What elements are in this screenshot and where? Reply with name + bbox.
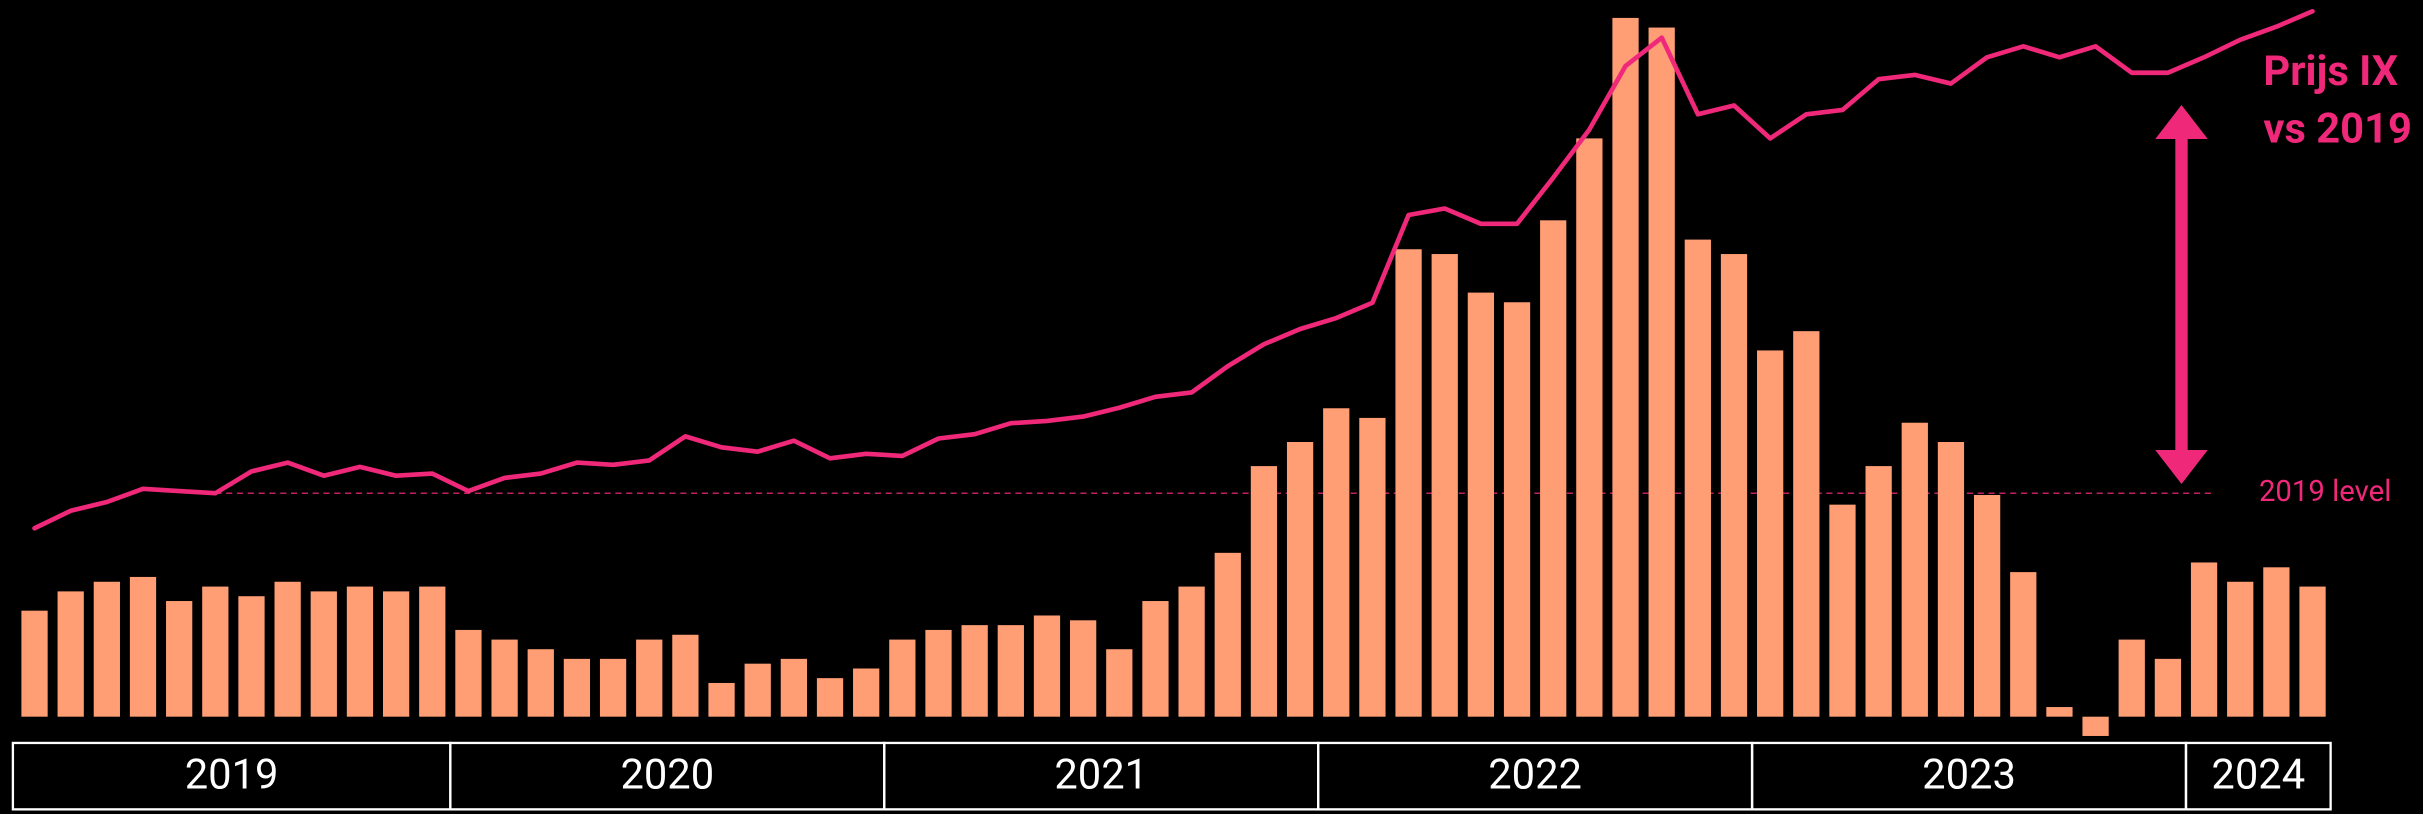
year-box: [2184, 741, 2332, 811]
bar: [419, 586, 446, 717]
bar: [1973, 495, 2001, 717]
bar: [599, 658, 627, 717]
bar: [129, 576, 157, 717]
bar: [744, 663, 771, 717]
bar: [166, 601, 193, 717]
bar: [527, 649, 554, 717]
bar: [1142, 601, 1169, 717]
bar: [2082, 716, 2109, 736]
bar: [1757, 350, 1784, 717]
bar: [636, 639, 663, 717]
arrow-head: [2155, 105, 2208, 140]
bar: [202, 586, 229, 717]
bar: [2010, 572, 2037, 717]
bar: [1250, 466, 1278, 717]
reference-label: 2019 level: [2259, 475, 2391, 509]
bar: [1178, 586, 1205, 717]
bar: [1684, 239, 1711, 717]
bar: [93, 581, 120, 717]
annotation: vs 2019: [2263, 104, 2412, 153]
bar: [1576, 138, 1603, 717]
year-label: 2024: [2211, 751, 2305, 800]
year-label: 2021: [1054, 751, 1148, 800]
bar: [816, 678, 844, 717]
bar: [961, 625, 988, 717]
bar: [2263, 567, 2290, 717]
bar: [1937, 442, 1965, 717]
bar: [1070, 620, 1097, 717]
year-label: 2020: [620, 751, 714, 800]
bar: [2190, 562, 2218, 717]
bar: [2227, 581, 2254, 717]
bar: [1467, 292, 1495, 717]
annotation: Prijs IX: [2263, 47, 2398, 96]
arrow-head: [2155, 450, 2208, 484]
bar: [708, 682, 735, 717]
bar: [563, 658, 591, 717]
bar: [2118, 639, 2145, 717]
bar: [1395, 249, 1422, 717]
year-label: 2022: [1488, 751, 1582, 800]
bar: [57, 591, 84, 717]
bar: [1901, 422, 1928, 717]
bar: [853, 668, 880, 717]
bar: [1829, 504, 1856, 717]
bar: [382, 591, 410, 717]
bar: [491, 639, 518, 717]
bar: [997, 625, 1024, 717]
bar: [274, 581, 301, 717]
bar: [1359, 417, 1386, 717]
bar: [1793, 331, 1820, 717]
bar: [1323, 408, 1350, 717]
bar: [1540, 220, 1567, 717]
price-index-line: [32, 8, 2315, 531]
bar: [1648, 27, 1675, 717]
bar: [1106, 649, 1133, 717]
bar: [455, 629, 482, 717]
bar: [1865, 466, 1892, 717]
bar: [1503, 302, 1531, 717]
bar: [925, 629, 952, 717]
bar: [21, 610, 48, 717]
bar: [1286, 442, 1314, 717]
bar: [1720, 254, 1748, 717]
year-label: 2019: [185, 751, 279, 800]
bar: [780, 658, 807, 717]
bar: [2046, 707, 2073, 717]
bar: [672, 634, 699, 717]
bar: [238, 596, 265, 717]
bar: [346, 586, 374, 717]
bar: [1431, 254, 1458, 717]
bar: [1612, 17, 1639, 717]
bar: [1033, 615, 1061, 717]
bar: [2299, 586, 2326, 717]
year-label: 2023: [1922, 751, 2016, 800]
bar: [889, 639, 916, 717]
bar: [1214, 552, 1241, 717]
bar: [2154, 658, 2182, 717]
bar: [310, 591, 337, 717]
